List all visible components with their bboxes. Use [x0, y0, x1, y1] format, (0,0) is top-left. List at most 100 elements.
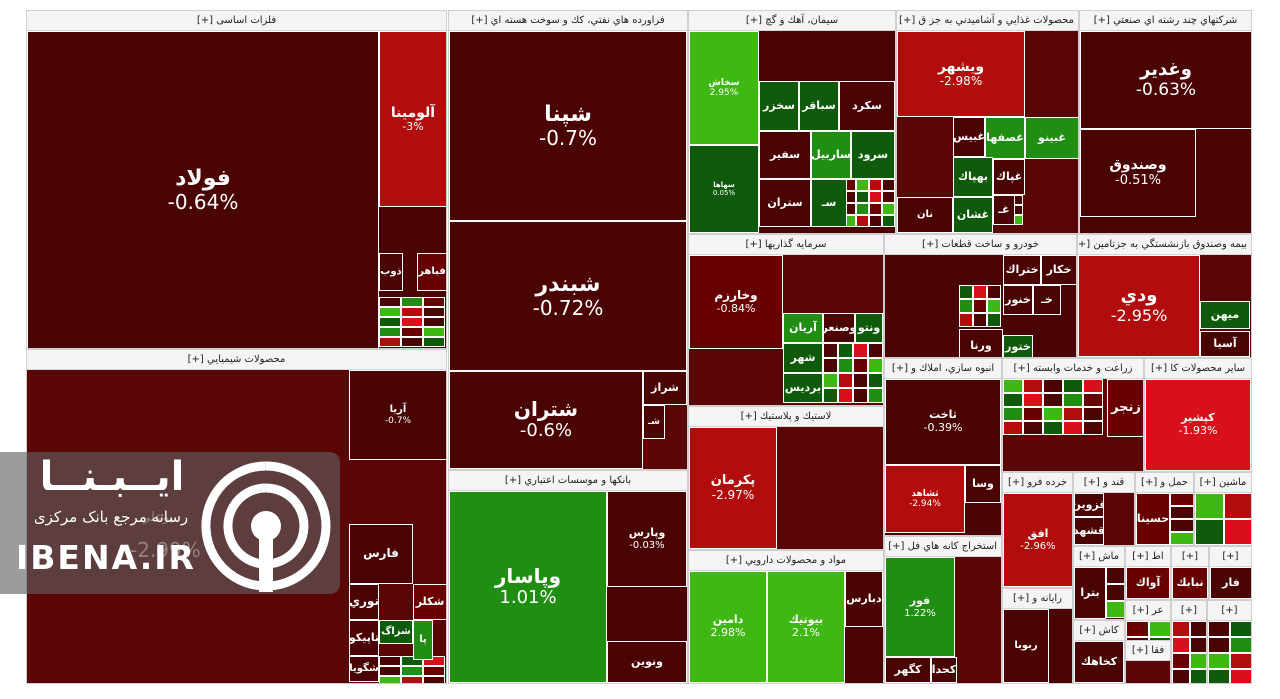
stock-tile[interactable]: ساربیل — [811, 131, 851, 179]
sector-title[interactable]: لاستيك و پلاستيك [+] — [689, 407, 883, 427]
small-stock-tile[interactable] — [1170, 506, 1193, 519]
stock-tile[interactable]: سفیر — [759, 131, 811, 179]
small-stock-tile[interactable] — [1172, 669, 1190, 683]
small-stock-tile[interactable] — [1208, 637, 1230, 653]
sector-title[interactable]: فراورده هاي نفتي، كك و سوخت هسته اي [+] — [449, 11, 687, 31]
stock-tile[interactable]: ورنا — [959, 329, 1003, 357]
small-stock-tile[interactable] — [882, 215, 895, 227]
sector-title[interactable]: محصولات شيميايي [+] — [27, 350, 446, 370]
small-stock-tile[interactable] — [869, 215, 882, 227]
sector-title[interactable]: [+] — [1208, 601, 1251, 621]
stock-tile[interactable]: آریا -0.7% — [349, 370, 446, 460]
stock-tile[interactable]: آواك — [1126, 567, 1170, 599]
stock-tile[interactable]: قشهد — [1074, 517, 1104, 545]
small-stock-tile[interactable] — [823, 388, 838, 403]
stock-tile[interactable]: ونوین — [607, 641, 687, 683]
stock-tile[interactable]: وپاسار 1.01% — [449, 491, 607, 683]
small-stock-tile[interactable] — [1043, 379, 1063, 393]
sector-title[interactable]: انبوه سازي، املاك و [+] — [885, 359, 1001, 379]
small-stock-tile[interactable] — [838, 343, 853, 358]
small-stock-tile[interactable] — [379, 666, 401, 676]
stock-tile[interactable]: تاپیكو — [349, 620, 379, 656]
small-stock-tile[interactable] — [1172, 653, 1190, 669]
small-stock-tile[interactable] — [1230, 637, 1251, 653]
small-stock-tile[interactable] — [823, 373, 838, 388]
stock-tile[interactable]: نوري — [349, 584, 379, 620]
small-stock-tile[interactable] — [868, 388, 883, 403]
small-stock-tile[interactable] — [401, 327, 423, 337]
stock-tile[interactable]: بترا — [1074, 567, 1106, 619]
stock-tile[interactable]: شكلر — [413, 584, 446, 620]
stock-tile[interactable]: وسا — [965, 465, 1001, 503]
stock-tile[interactable]: خـ — [1033, 285, 1061, 315]
stock-tile[interactable]: آریان — [783, 313, 823, 343]
small-stock-tile[interactable] — [423, 676, 445, 683]
stock-tile[interactable]: غصفها — [985, 117, 1025, 159]
small-stock-tile[interactable] — [882, 191, 895, 203]
small-stock-tile[interactable] — [853, 388, 868, 403]
small-stock-tile[interactable] — [379, 297, 401, 307]
stock-tile[interactable]: نبابك — [1172, 567, 1208, 599]
small-stock-tile[interactable] — [882, 179, 895, 191]
small-stock-tile[interactable] — [423, 337, 445, 347]
small-stock-tile[interactable] — [1172, 637, 1190, 653]
stock-tile[interactable]: سخزر — [759, 81, 799, 131]
stock-tile[interactable]: شراز — [643, 371, 687, 405]
stock-tile[interactable]: كحدا — [931, 657, 957, 683]
small-stock-tile[interactable] — [401, 307, 423, 317]
small-stock-tile[interactable] — [1190, 669, 1206, 683]
small-stock-tile[interactable] — [1251, 379, 1252, 401]
small-stock-tile[interactable] — [838, 358, 853, 373]
stock-tile[interactable]: ویشهر -2.98% — [897, 31, 1025, 117]
sector-title[interactable]: كاش [+] — [1074, 621, 1124, 641]
small-stock-tile[interactable] — [856, 191, 869, 203]
small-stock-tile[interactable] — [1251, 445, 1252, 467]
small-stock-tile[interactable] — [1230, 621, 1251, 637]
small-stock-tile[interactable] — [869, 203, 882, 215]
small-stock-tile[interactable] — [401, 666, 423, 676]
small-stock-tile[interactable] — [853, 343, 868, 358]
small-stock-tile[interactable] — [379, 337, 401, 347]
sector-title[interactable]: ساير محصولات كا [+] — [1145, 359, 1251, 379]
small-stock-tile[interactable] — [401, 297, 423, 307]
small-stock-tile[interactable] — [869, 179, 882, 191]
sector-title[interactable]: رايانه و [+] — [1003, 589, 1072, 609]
stock-tile[interactable]: ذوب — [379, 253, 403, 291]
small-stock-tile[interactable] — [1190, 653, 1206, 669]
small-stock-tile[interactable] — [401, 337, 423, 347]
stock-tile[interactable]: كپشیر -1.93% — [1145, 379, 1251, 471]
small-stock-tile[interactable] — [423, 317, 445, 327]
sector-title[interactable]: محصولات غذايي و آشاميدني به جز ق [+] — [897, 11, 1078, 31]
stock-tile[interactable]: فار — [1210, 567, 1251, 599]
stock-tile[interactable]: غبینو — [1025, 117, 1078, 159]
small-stock-tile[interactable] — [1063, 407, 1083, 421]
stock-tile[interactable]: حسینا — [1136, 493, 1170, 545]
small-stock-tile[interactable] — [868, 343, 883, 358]
sector-title[interactable]: ماشين [+] — [1195, 473, 1251, 493]
small-stock-tile[interactable] — [1126, 621, 1149, 637]
sector-title[interactable]: زراعت و خدمات وابسته [+] — [1003, 359, 1143, 379]
small-stock-tile[interactable] — [823, 358, 838, 373]
small-stock-tile[interactable] — [869, 191, 882, 203]
small-stock-tile[interactable] — [379, 327, 401, 337]
small-stock-tile[interactable] — [959, 299, 973, 313]
small-stock-tile[interactable] — [1023, 421, 1043, 435]
stock-tile[interactable]: خكار — [1041, 255, 1076, 285]
small-stock-tile[interactable] — [1224, 519, 1251, 545]
sector-title[interactable]: عر [+] — [1126, 601, 1170, 621]
stock-tile[interactable]: سـ — [811, 179, 847, 227]
small-stock-tile[interactable] — [1208, 621, 1230, 637]
small-stock-tile[interactable] — [1043, 393, 1063, 407]
small-stock-tile[interactable] — [379, 317, 401, 327]
sector-title[interactable]: بانكها و موسسات اعتباري [+] — [449, 471, 687, 491]
stock-tile[interactable]: وغدیر -0.63% — [1080, 31, 1251, 129]
stock-tile[interactable]: ثاخت -0.39% — [885, 379, 1001, 465]
small-stock-tile[interactable] — [1003, 407, 1023, 421]
sector-title[interactable]: حمل و [+] — [1136, 473, 1193, 493]
stock-tile[interactable]: سرود — [851, 131, 895, 179]
stock-tile[interactable]: آسیا — [1200, 331, 1250, 357]
small-stock-tile[interactable] — [1043, 407, 1063, 421]
small-stock-tile[interactable] — [1106, 601, 1124, 618]
stock-tile[interactable]: میهن — [1200, 301, 1250, 329]
stock-tile[interactable]: وپارس -0.03% — [607, 491, 687, 587]
